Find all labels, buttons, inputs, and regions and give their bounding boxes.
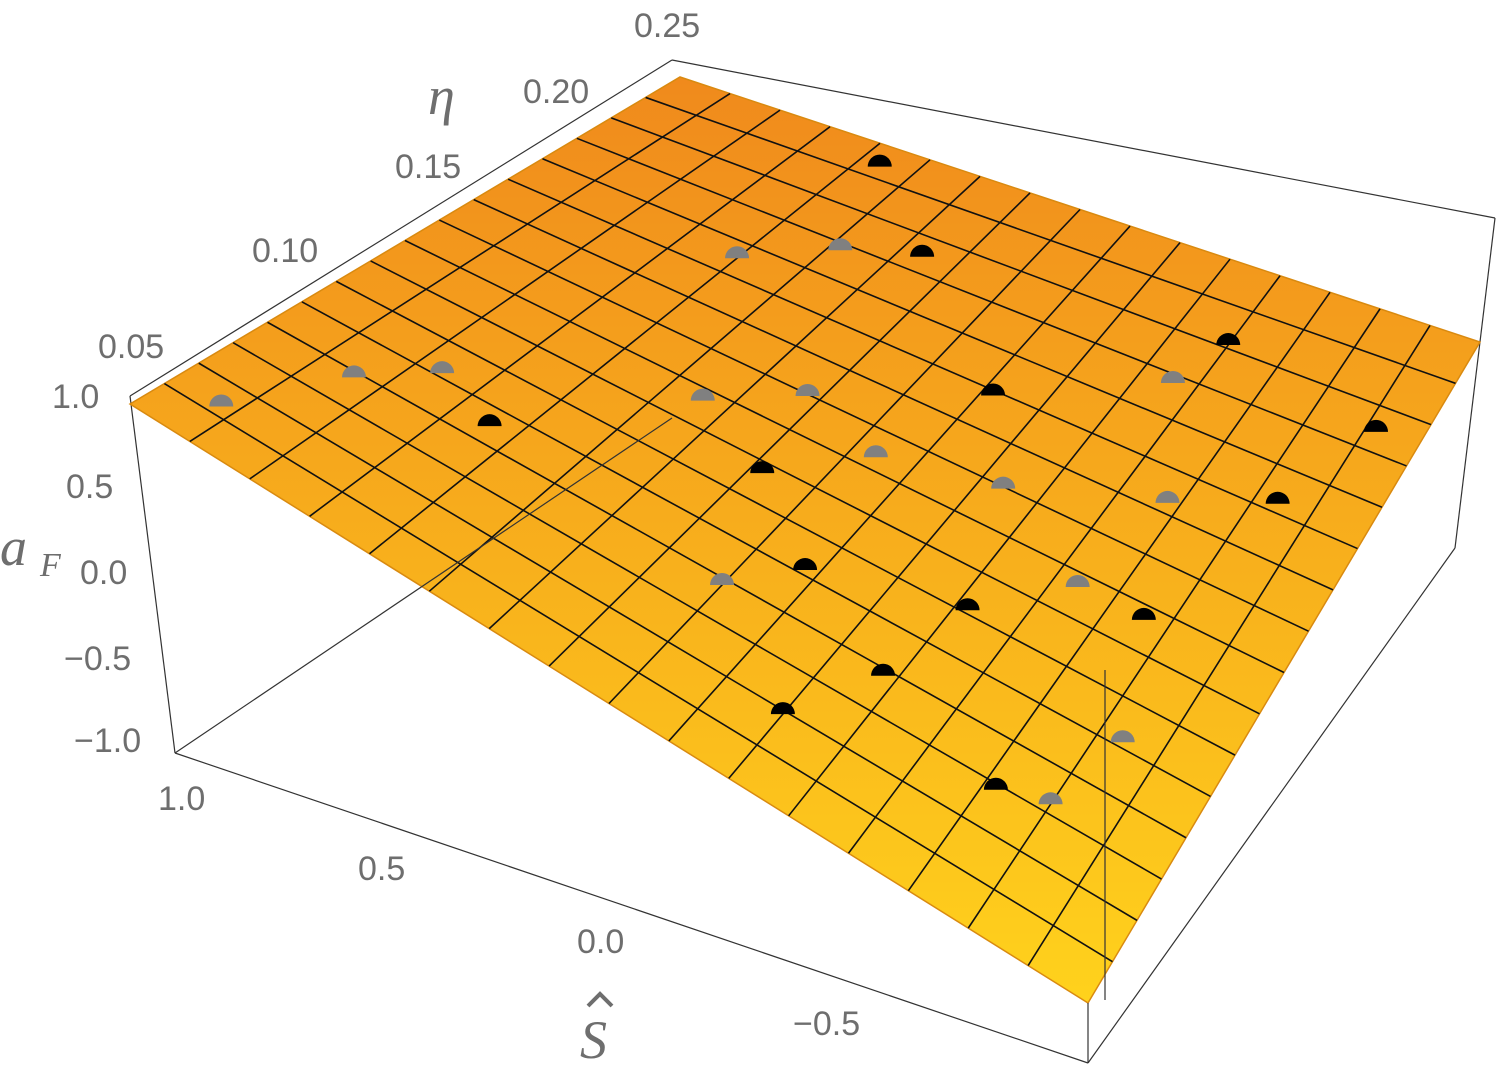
data-point-gray <box>1155 490 1180 503</box>
af-tick-0.5: 0.5 <box>66 468 113 506</box>
mesh-line-eta <box>198 362 1138 922</box>
data-point-gray <box>1038 792 1063 805</box>
data-point-black <box>871 663 896 676</box>
data-point-black <box>1364 419 1389 432</box>
data-point-gray <box>1110 730 1135 743</box>
af-axis-label: a <box>0 517 27 577</box>
data-point-black <box>1131 607 1156 620</box>
bounding-box-front <box>174 417 1456 1064</box>
data-point-black <box>867 154 892 167</box>
mesh-line-eta <box>163 382 1113 963</box>
eta-tick-0.05: 0.05 <box>98 328 164 366</box>
data-point-black <box>770 702 795 715</box>
data-point-black <box>1265 491 1290 504</box>
mesh-line-eta <box>610 117 1432 426</box>
data-point-black <box>910 244 935 257</box>
s-axis: 1.0 0.5 0.0 −0.5 S <box>158 780 860 1070</box>
af-tick-1.0: 1.0 <box>52 378 99 416</box>
mesh-line-eta <box>404 239 1285 674</box>
mesh-line-eta <box>542 158 1383 508</box>
af-tick-minus-0.5: −0.5 <box>64 640 131 678</box>
mesh-line-eta <box>473 198 1334 591</box>
mesh-line-eta <box>439 219 1309 632</box>
s-tick-0.0: 0.0 <box>577 923 624 961</box>
data-point-black <box>477 414 502 427</box>
mesh-line-eta <box>370 260 1260 715</box>
mesh-line-eta <box>507 178 1358 550</box>
data-markers <box>209 154 1389 805</box>
data-point-gray <box>710 572 735 585</box>
s-tick-0.5: 0.5 <box>358 850 405 888</box>
data-point-gray <box>991 476 1016 489</box>
s-axis-label: S <box>580 1010 607 1070</box>
data-point-gray <box>863 445 888 458</box>
data-point-black <box>981 383 1006 396</box>
s-axis-label-hat <box>586 991 614 1008</box>
eta-tick-0.25: 0.25 <box>634 7 700 45</box>
af-tick-0.0: 0.0 <box>80 554 127 592</box>
s-tick-minus-0.5: −0.5 <box>793 1005 860 1043</box>
af-axis-label-subscript: F <box>39 547 62 584</box>
data-point-gray <box>795 383 820 396</box>
eta-axis-label: η <box>428 66 455 126</box>
data-point-gray <box>1065 575 1090 588</box>
eta-axis: 0.05 0.10 0.15 0.20 0.25 η <box>98 7 700 366</box>
data-point-black <box>793 558 818 571</box>
data-point-gray <box>342 365 367 378</box>
eta-tick-0.20: 0.20 <box>523 73 589 111</box>
af-axis: 1.0 0.5 0.0 −0.5 −1.0 a F <box>0 378 141 760</box>
data-point-black <box>1216 333 1241 346</box>
data-point-gray <box>209 394 234 407</box>
mesh-line-eta <box>576 137 1407 467</box>
surface <box>128 76 1482 1005</box>
mesh-line-eta <box>645 96 1456 385</box>
surface-group <box>128 76 1482 1005</box>
s-tick-1.0: 1.0 <box>158 780 205 818</box>
data-point-black <box>750 461 775 474</box>
mesh-line-eta <box>335 280 1236 756</box>
bounding-box-back <box>129 59 1496 754</box>
mesh-line-eta <box>301 301 1211 798</box>
data-point-gray <box>430 361 455 374</box>
data-point-gray <box>690 388 715 401</box>
data-point-gray <box>725 246 750 259</box>
eta-tick-0.10: 0.10 <box>252 232 318 270</box>
eta-tick-0.15: 0.15 <box>395 148 461 186</box>
data-point-gray <box>1160 370 1185 383</box>
data-point-gray <box>828 238 853 251</box>
af-tick-minus-1.0: −1.0 <box>74 722 141 760</box>
data-point-black <box>955 598 980 611</box>
data-point-black <box>983 777 1008 790</box>
